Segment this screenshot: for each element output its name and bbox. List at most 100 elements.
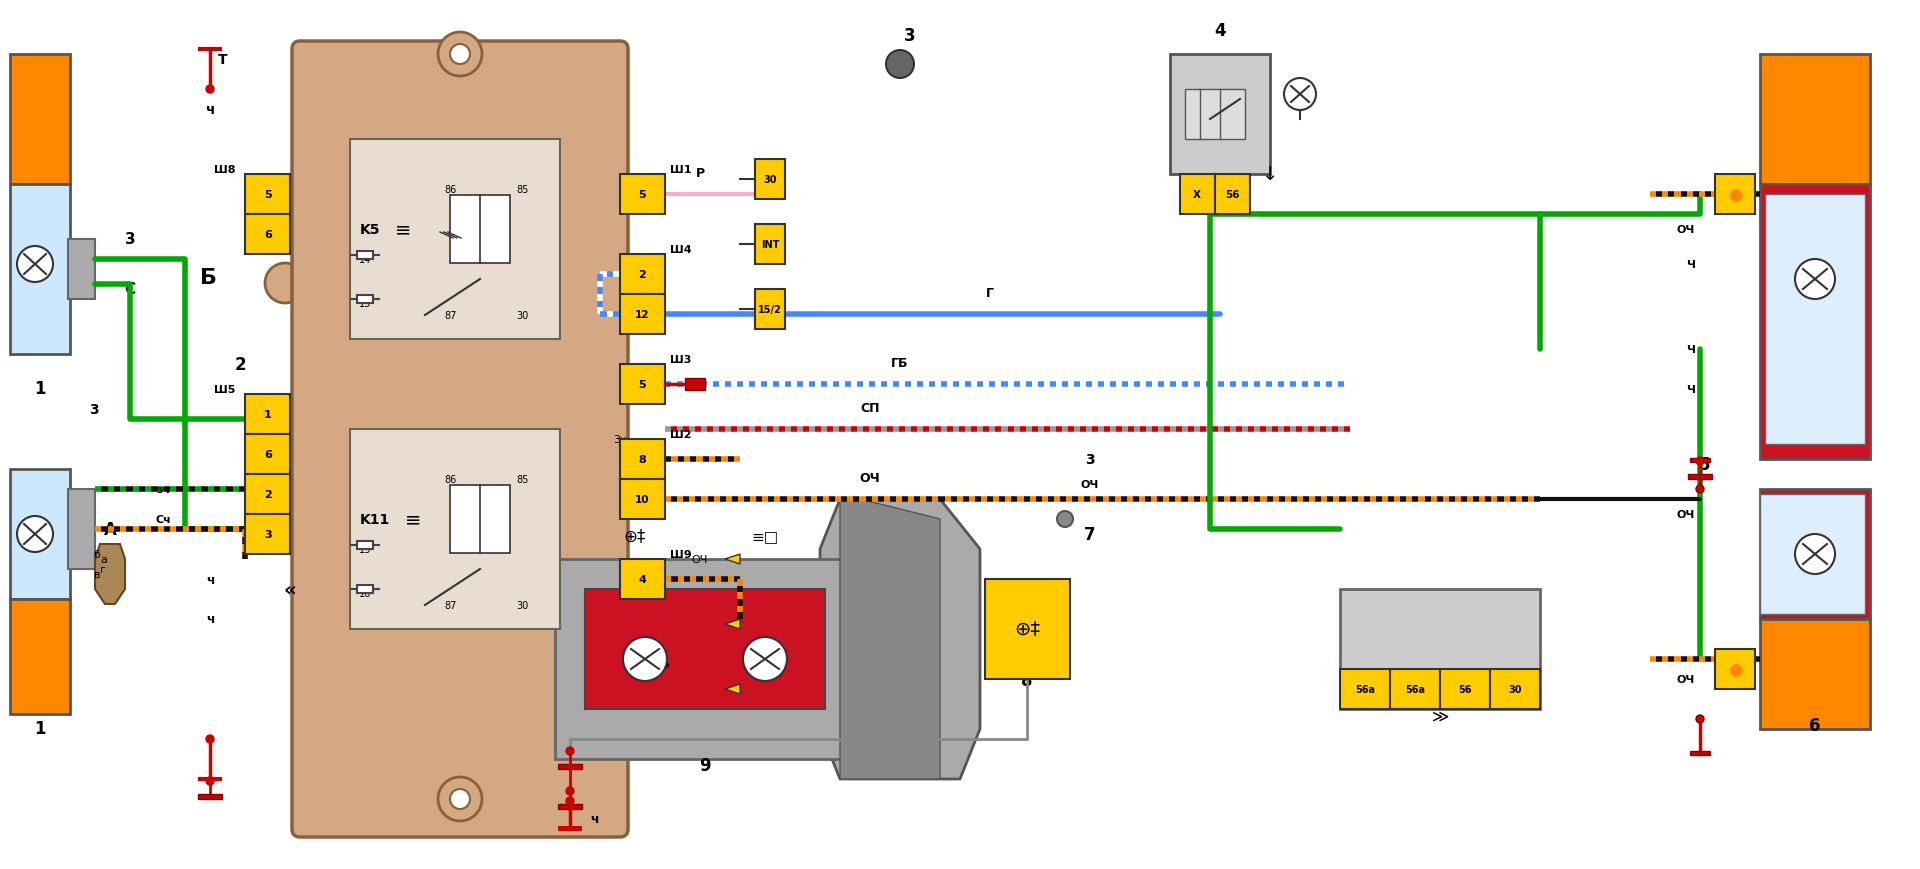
Text: СП: СП	[860, 401, 879, 415]
Circle shape	[1695, 715, 1705, 723]
Text: 4: 4	[1213, 22, 1225, 40]
Bar	[357, 252, 372, 260]
Text: г: г	[100, 564, 106, 574]
Polygon shape	[94, 544, 125, 604]
Text: ≫: ≫	[1430, 706, 1450, 724]
Bar	[1185, 90, 1244, 140]
Text: 12: 12	[636, 309, 649, 320]
Text: 6: 6	[265, 449, 273, 460]
Bar	[586, 589, 826, 709]
Text: 87: 87	[445, 600, 457, 610]
Text: Х: Х	[1192, 189, 1202, 200]
Text: а: а	[100, 554, 108, 564]
Bar	[559, 804, 582, 809]
Text: 1: 1	[35, 380, 46, 397]
Bar	[685, 379, 705, 390]
Text: 85: 85	[516, 474, 528, 484]
Bar	[449, 196, 511, 263]
Bar	[1440, 669, 1490, 709]
FancyBboxPatch shape	[292, 42, 628, 837]
Text: Ш1: Ш1	[670, 165, 691, 175]
Text: ч: ч	[205, 613, 215, 626]
Circle shape	[449, 789, 470, 809]
Text: 15/2: 15/2	[758, 305, 781, 315]
Bar	[620, 175, 664, 215]
Text: ГБ: ГБ	[891, 356, 908, 369]
Text: Сч: Сч	[156, 514, 171, 524]
Text: А: А	[104, 521, 117, 539]
Bar	[1169, 55, 1269, 175]
Text: +: +	[246, 233, 257, 247]
Text: ↓: ↓	[1261, 165, 1279, 184]
Circle shape	[17, 516, 54, 553]
Text: ОЧ: ОЧ	[1676, 674, 1695, 684]
Text: ОЧ: ОЧ	[1676, 509, 1695, 520]
Text: 3: 3	[88, 402, 98, 416]
Circle shape	[743, 637, 787, 681]
Text: Ш3: Ш3	[670, 355, 691, 365]
Bar	[1764, 195, 1864, 444]
Circle shape	[449, 45, 470, 65]
Bar	[555, 560, 854, 760]
Bar	[620, 560, 664, 600]
Polygon shape	[726, 620, 739, 629]
Bar	[620, 440, 664, 480]
Text: ч: ч	[589, 813, 599, 826]
Text: 7: 7	[1085, 526, 1096, 543]
Text: Ш9: Ш9	[670, 549, 691, 560]
Text: ОЧ: ОЧ	[691, 554, 708, 564]
Circle shape	[566, 747, 574, 755]
Text: ⊕‡: ⊕‡	[1014, 620, 1041, 639]
Bar	[246, 434, 290, 474]
Text: 14: 14	[359, 255, 371, 265]
Bar	[198, 794, 223, 799]
Circle shape	[1795, 260, 1836, 300]
Bar	[1390, 669, 1440, 709]
Text: 56: 56	[1459, 684, 1473, 694]
Polygon shape	[726, 684, 739, 694]
Text: ч: ч	[205, 103, 215, 116]
Bar	[1761, 185, 1870, 460]
Text: С: С	[125, 282, 136, 297]
Text: ⊕‡: ⊕‡	[624, 527, 647, 544]
Text: 30: 30	[516, 600, 528, 610]
Text: 5: 5	[637, 380, 645, 389]
Bar	[1690, 459, 1711, 462]
Text: 2: 2	[234, 355, 246, 374]
Bar	[1761, 620, 1870, 729]
Bar	[620, 480, 664, 520]
Text: 16: 16	[359, 588, 371, 599]
Text: 9: 9	[699, 756, 710, 774]
Text: зч: зч	[156, 484, 171, 494]
Text: 2: 2	[265, 489, 273, 500]
Text: »: »	[657, 654, 670, 673]
Circle shape	[1284, 79, 1315, 111]
Bar	[10, 55, 69, 185]
Circle shape	[885, 51, 914, 79]
Circle shape	[205, 86, 213, 94]
Text: 56а: 56а	[1356, 684, 1375, 694]
Bar	[357, 295, 372, 303]
Text: 56а: 56а	[1405, 684, 1425, 694]
Bar	[755, 289, 785, 329]
Bar	[1761, 55, 1870, 185]
Text: 5: 5	[637, 189, 645, 200]
Text: 85: 85	[516, 185, 528, 195]
Text: Ш5: Ш5	[213, 385, 234, 395]
Bar	[620, 295, 664, 335]
Circle shape	[1058, 512, 1073, 527]
Text: K5: K5	[361, 222, 380, 236]
Bar	[620, 365, 664, 405]
Text: 86: 86	[445, 185, 457, 195]
Text: 10: 10	[636, 494, 649, 504]
Bar	[246, 395, 290, 434]
Text: ●: ●	[1728, 660, 1741, 678]
Circle shape	[1795, 534, 1836, 574]
Bar	[10, 185, 69, 355]
Text: в: в	[94, 569, 100, 580]
Text: б: б	[94, 549, 100, 560]
Text: 2: 2	[637, 269, 645, 280]
Bar	[357, 586, 372, 594]
Bar	[10, 469, 69, 600]
Bar	[246, 215, 290, 255]
